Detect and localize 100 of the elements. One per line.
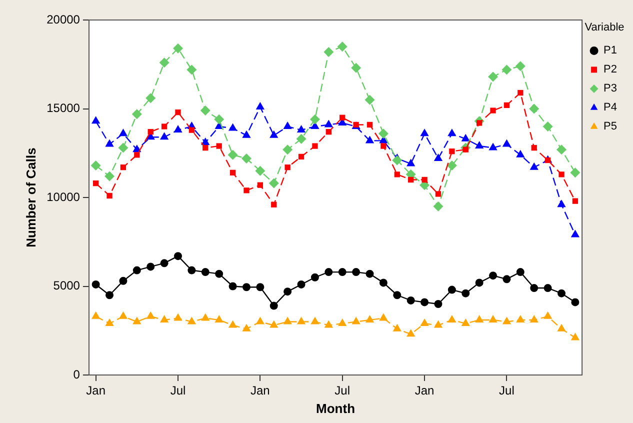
point [516,314,525,322]
point [160,132,169,140]
point [530,284,538,292]
point [146,93,156,104]
point [256,283,264,292]
point [366,122,373,128]
point [186,64,197,75]
point [283,122,292,129]
point [337,42,348,52]
point [214,114,224,124]
point [91,116,100,124]
point [326,128,332,135]
point [270,320,278,328]
point [338,318,347,326]
point [271,202,277,208]
point [118,142,128,153]
x-tick-label: Jul [170,384,186,398]
point [543,311,552,319]
point [134,152,140,158]
point [446,160,457,171]
legend-title: Variable [584,22,624,34]
point [570,168,580,178]
y-axis-title: Number of Calls [23,148,38,248]
point [106,291,114,300]
point [379,278,388,287]
point [449,148,455,154]
point [255,166,266,176]
point [422,176,428,183]
point [434,153,443,161]
point [90,160,101,171]
point [420,298,429,306]
point [378,128,388,139]
point [296,134,306,144]
point [159,58,170,68]
point [174,125,182,133]
point [570,332,580,340]
point [448,286,456,294]
point [504,102,510,108]
point [365,136,374,144]
point [474,314,484,322]
point [530,314,538,322]
point [406,329,416,337]
point [242,130,251,138]
point [202,144,208,151]
point [270,130,278,138]
point [420,318,429,326]
point [310,316,320,324]
point [268,178,279,188]
point [105,139,114,147]
point [298,154,304,160]
point [558,172,564,178]
legend-label: P5 [604,120,618,133]
point [324,120,333,128]
y-tick-label: 10000 [46,190,80,204]
x-tick-label: Jan [86,384,106,398]
point [462,289,470,298]
point [435,191,442,197]
point [148,128,154,135]
point [160,259,168,268]
point [489,272,498,280]
x-axis-title: Month [316,400,356,416]
point [172,43,183,54]
point [244,188,250,194]
y-tick-label: 20000 [46,12,80,26]
point [104,171,115,182]
point [256,102,265,110]
point [338,268,346,276]
point [242,283,250,292]
point [270,302,278,310]
point [132,109,142,120]
x-tick-label: Jul [334,384,350,398]
legend-label: P4 [604,102,618,114]
point [488,72,498,82]
legend-label: P3 [604,82,618,95]
y-tick-label: 0 [73,367,80,382]
point [502,64,512,75]
point [284,164,290,170]
point [502,139,512,147]
point [488,314,498,322]
point [132,316,142,324]
point [572,198,578,204]
point [201,268,210,276]
point [433,201,444,212]
point [132,266,141,274]
point [228,320,238,328]
point [393,291,402,300]
point [365,314,374,322]
point [146,311,155,319]
point [544,284,552,292]
point [515,61,526,72]
point [118,128,128,136]
point [324,268,333,276]
point [394,172,400,178]
point [284,288,292,296]
legend-label: P2 [604,64,618,76]
point [257,182,264,188]
point [324,320,333,328]
point [380,143,386,149]
point [214,314,224,322]
point [310,114,320,124]
